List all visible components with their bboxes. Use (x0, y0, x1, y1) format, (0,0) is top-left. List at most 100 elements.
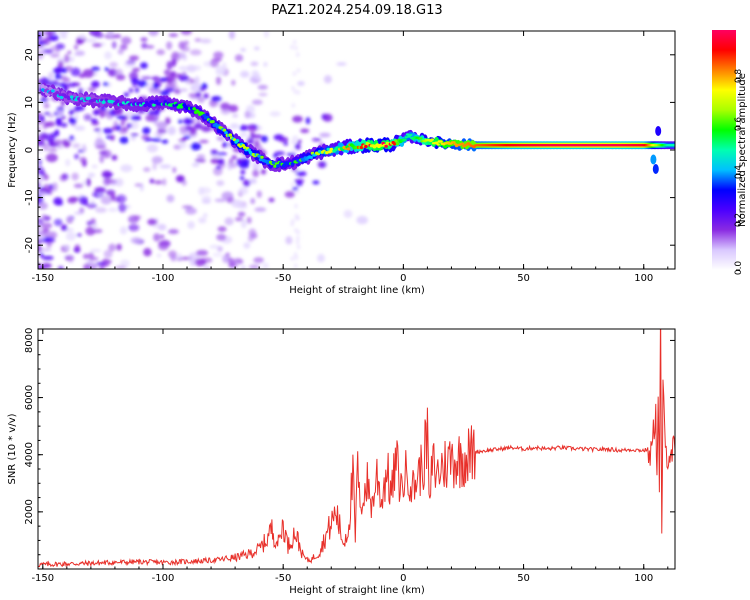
colorbar-tick-label: 0.4 (734, 165, 744, 180)
noise-blob (196, 154, 206, 159)
noise-blob (43, 102, 50, 109)
noise-blob (129, 55, 139, 61)
ridge-core (214, 122, 218, 126)
noise-blob (297, 139, 302, 144)
noise-blob (128, 224, 140, 232)
noise-blob (336, 62, 347, 66)
noise-blob (209, 99, 220, 107)
snr-x-ticks: -150 -100 -50 0 50 100 (31, 329, 669, 584)
noise-blob (231, 79, 236, 86)
colorbar-label: Normalized spectral amplitude (737, 73, 748, 227)
ridge-core (359, 145, 364, 150)
spectrogram-y-ticks: -20 -10 0 10 20 (24, 35, 675, 265)
noise-blob (180, 31, 192, 35)
noise-blob (55, 117, 62, 127)
noise-blob (269, 111, 281, 117)
noise-blob (151, 156, 163, 164)
ridge-core (346, 147, 351, 151)
snr-frame (37, 328, 676, 570)
y-tick-label: 4000 (24, 442, 35, 467)
noise-blob (60, 115, 66, 120)
x-tick-label: -150 (31, 273, 54, 284)
ridge-core (302, 158, 306, 162)
ridge-core (436, 143, 440, 146)
noise-blob (107, 207, 118, 212)
noise-blob (194, 75, 200, 85)
noise-blob (187, 221, 195, 230)
noise-blob (203, 213, 208, 218)
noise-blob (293, 252, 298, 257)
spectrogram-y-axis-label: Frequency (Hz) (7, 112, 18, 188)
colorbar: 0.0 0.2 0.4 0.6 0.8 Normalized spectral ampl… (712, 30, 748, 275)
noise-blob (194, 38, 202, 42)
noise-blob (216, 180, 225, 187)
noise-blob (171, 58, 177, 67)
noise-blob (88, 252, 95, 261)
noise-blob (239, 133, 248, 137)
ridge-core (179, 105, 184, 109)
noise-blob (292, 40, 297, 45)
noise-blob (214, 198, 227, 202)
noise-blob (62, 173, 67, 180)
noise-blob (296, 52, 300, 57)
noise-blob (56, 145, 64, 149)
noise-blob (297, 81, 305, 86)
noise-blob (283, 142, 289, 146)
noise-blob (74, 153, 79, 160)
noise-blob (85, 38, 97, 43)
ridge-core (152, 103, 156, 107)
noise-blob (284, 191, 295, 198)
noise-blob (317, 161, 327, 169)
noise-blob (86, 177, 91, 187)
noise-blob (114, 265, 127, 269)
noise-blob (250, 61, 259, 66)
noise-blob (108, 243, 117, 252)
colorbar-tick-label: 0.6 (734, 117, 744, 132)
snr-y-ticks: 2000 4000 6000 8000 (24, 328, 675, 556)
noise-blob (40, 77, 50, 86)
noise-blob (118, 203, 127, 213)
noise-blob (76, 233, 82, 237)
noise-blob (91, 164, 98, 169)
noise-blob (300, 128, 310, 133)
noise-blob (119, 44, 128, 51)
y-tick-label: 2000 (24, 499, 35, 524)
noise-blob (217, 158, 225, 166)
noise-blob (57, 109, 64, 117)
noise-blob (225, 252, 230, 257)
noise-blob (140, 37, 148, 42)
noise-blob (295, 171, 307, 177)
noise-blob (254, 207, 267, 212)
noise-blob (256, 190, 262, 198)
noise-blob (322, 113, 333, 122)
noise-blob (291, 148, 296, 153)
noise-blob (40, 98, 48, 102)
ridge-core (392, 142, 397, 146)
noise-blob (123, 60, 136, 68)
noise-blob (177, 73, 182, 77)
noise-blob (159, 164, 172, 169)
noise-blob (248, 264, 260, 269)
noise-blob (46, 121, 56, 127)
noise-blob (60, 122, 68, 128)
ridge-core (309, 155, 313, 159)
noise-blob (79, 156, 87, 163)
noise-blob (248, 178, 257, 184)
noise-blob (43, 174, 49, 181)
noise-blob (57, 31, 69, 36)
noise-blob (228, 104, 239, 113)
noise-blob (305, 117, 311, 125)
noise-blob (121, 36, 132, 45)
noise-blob (292, 186, 299, 191)
ridge-core (271, 161, 276, 165)
noise-blob (227, 257, 233, 261)
noise-blob (103, 249, 113, 259)
ridge-core (408, 133, 413, 137)
noise-blob (246, 216, 252, 224)
noise-blob (116, 115, 127, 120)
noise-blob (38, 181, 41, 189)
ridge-core (325, 151, 329, 155)
noise-blob (146, 144, 158, 153)
ridge-core (260, 155, 264, 159)
noise-blob (70, 67, 81, 77)
